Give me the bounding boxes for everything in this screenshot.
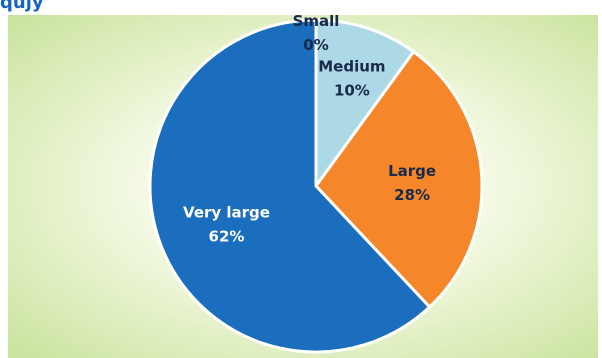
slice-percent-large: 28% — [394, 186, 430, 204]
slice-label-large: Large — [388, 162, 436, 180]
slice-percent-small: 0% — [303, 36, 328, 54]
chart-area: Small 0% Medium 10% Large 28% Very large 62% — [8, 15, 598, 358]
pie-slice-large — [314, 50, 484, 309]
pie-chart: Small 0% Medium 10% Large 28% Very large 62% — [148, 15, 484, 354]
slice-label-medium: Medium — [318, 58, 385, 76]
header-strip: qujy — [0, 0, 602, 15]
pie-slice-very-large — [148, 18, 432, 354]
slice-label-very-large: Very large — [183, 203, 270, 221]
slice-percent-very-large: 62% — [209, 227, 245, 245]
pie-slice-medium — [314, 18, 416, 188]
slice-label-small: Small — [293, 15, 340, 30]
chart-title-partial: qujy — [0, 0, 44, 13]
slice-percent-medium: 10% — [334, 82, 370, 100]
